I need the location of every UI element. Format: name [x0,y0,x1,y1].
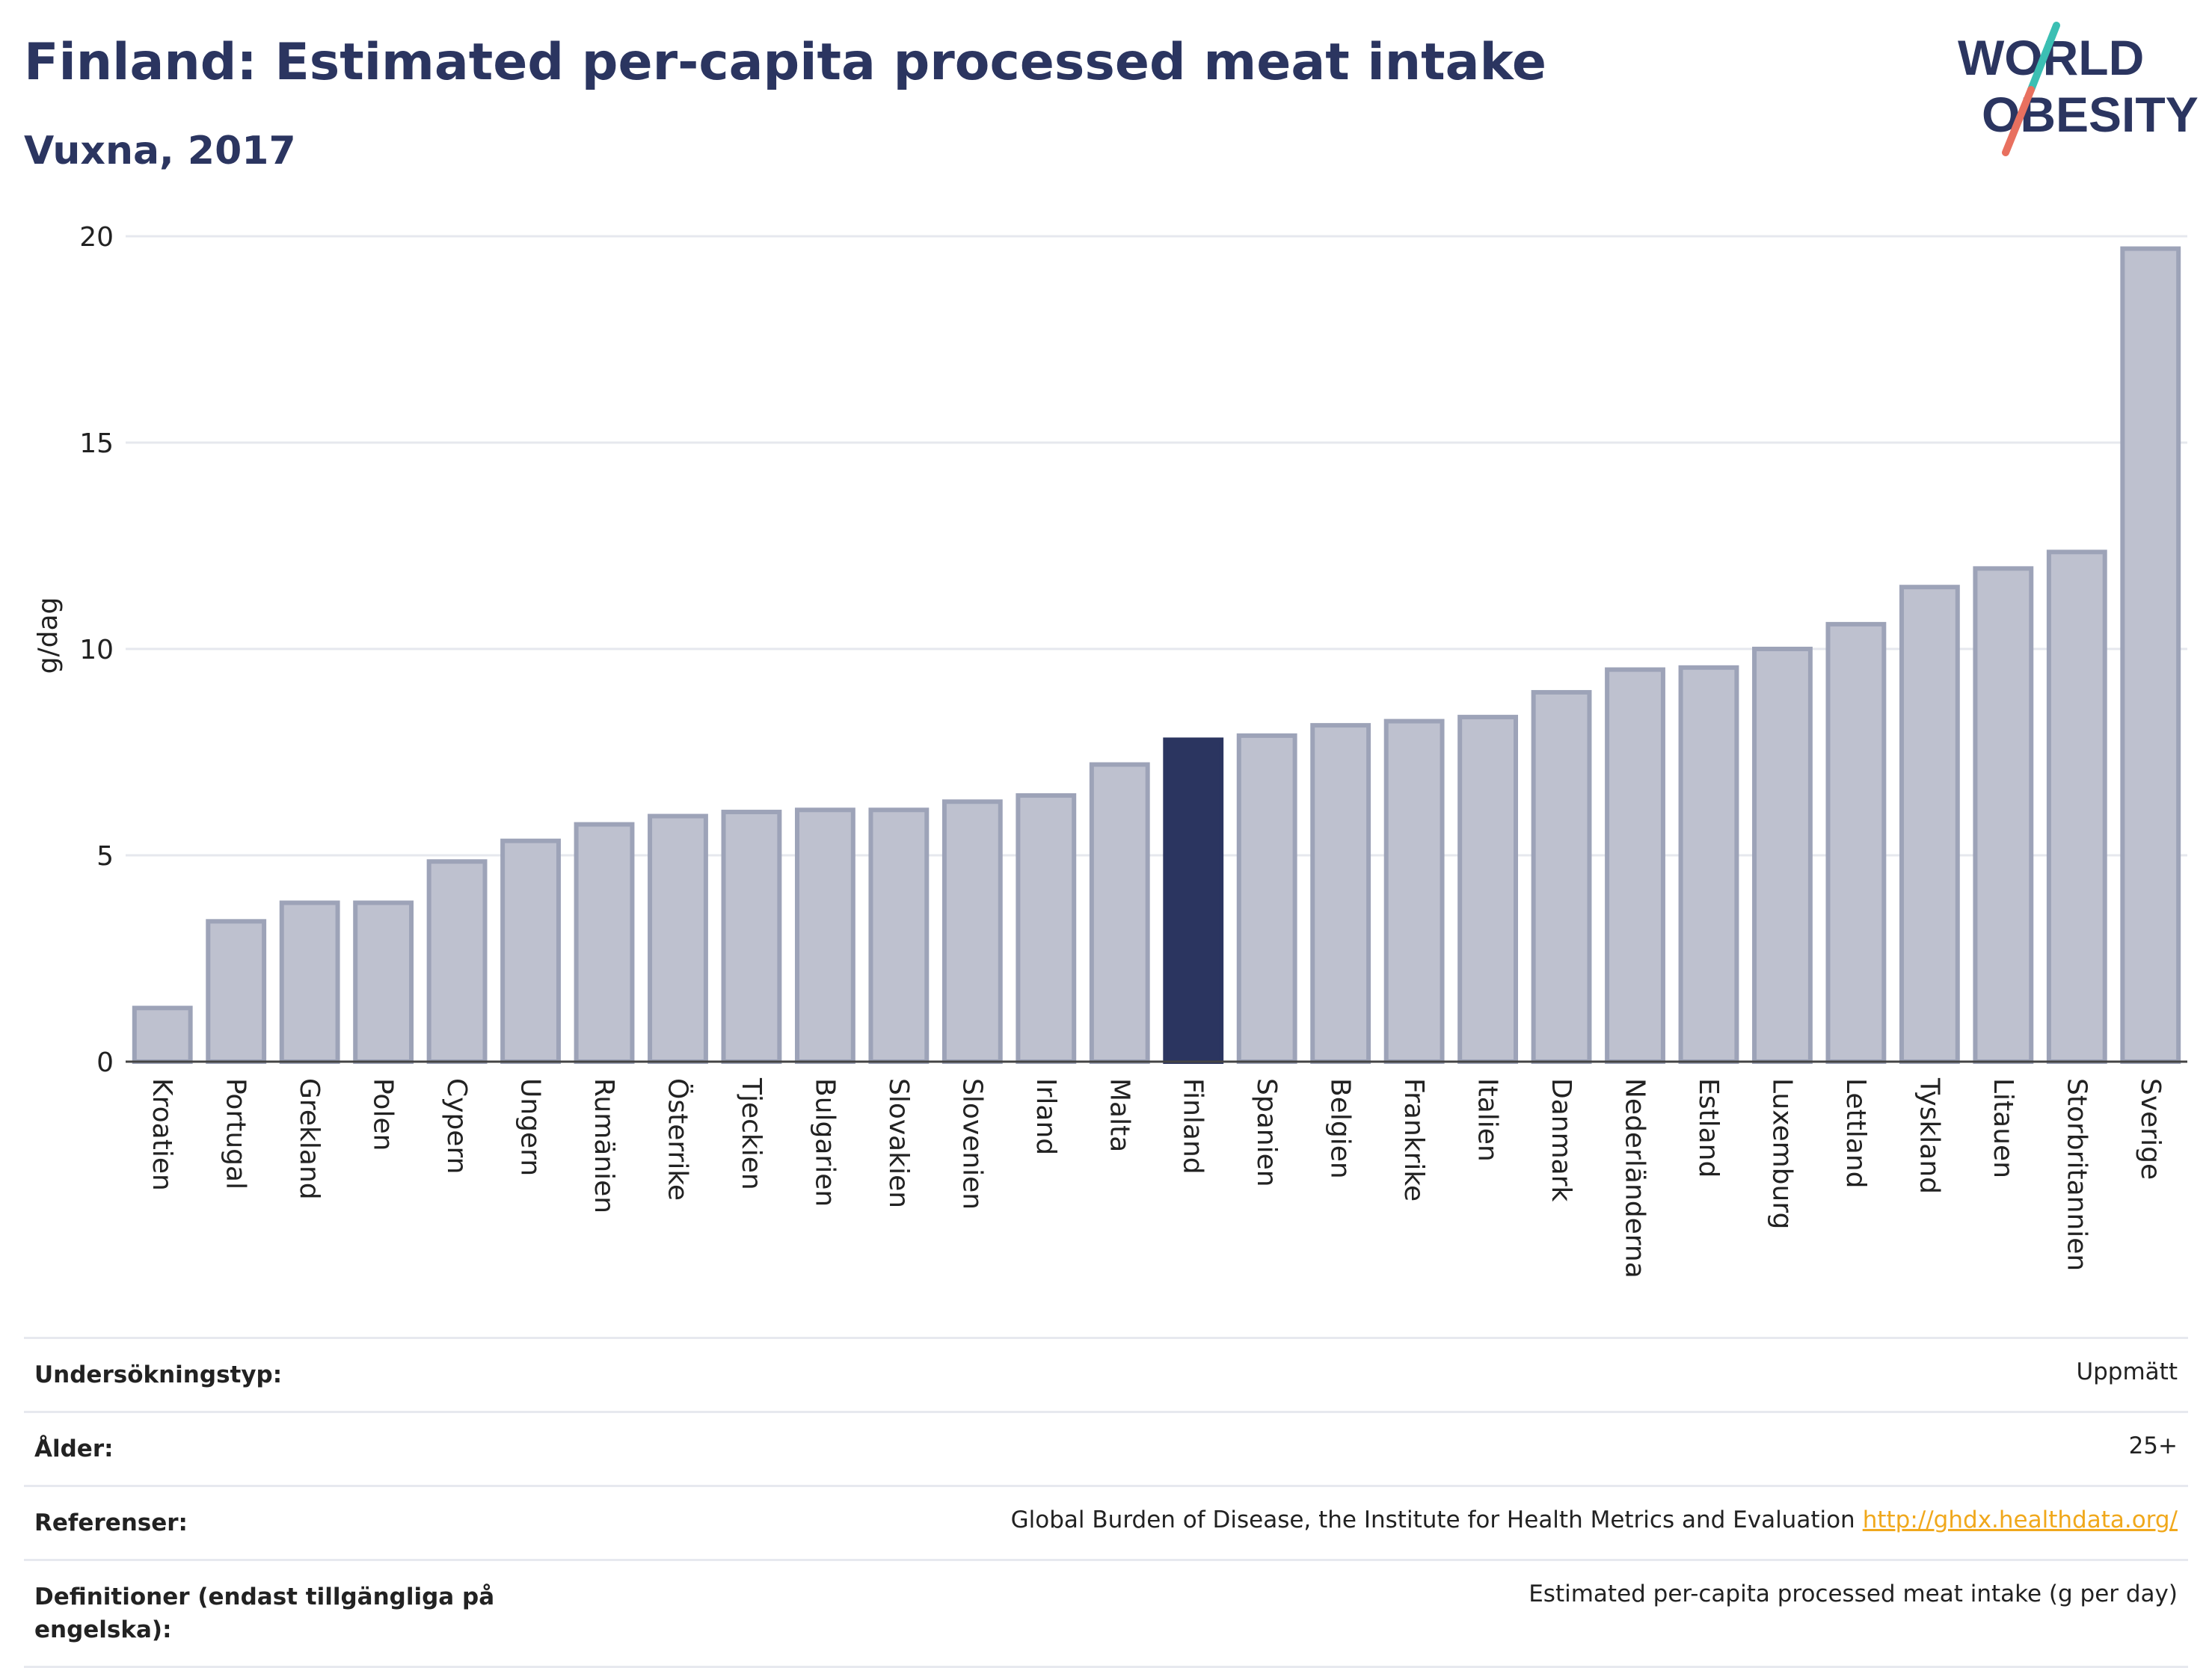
bar-kroatien [132,1006,193,1064]
info-value-text: Uppmätt [2076,1358,2178,1385]
x-tick-label: Slovenien [956,1078,987,1210]
logo-slash-teal [2027,22,2060,93]
x-tick-label: Österrike [662,1078,693,1201]
bar-ungern [500,838,561,1064]
x-tick-label: Estland [1693,1078,1724,1178]
x-tick-label: Malta [1104,1078,1134,1152]
y-tick-label: 20 [79,222,114,253]
bar-litauen [1973,566,2034,1064]
y-tick-label: 5 [96,841,114,872]
info-value: 25+ [538,1412,2188,1486]
bar-rumänien [574,822,635,1064]
logo-slash-coral [2002,86,2035,156]
info-row: Undersökningstyp: Uppmätt [24,1338,2188,1412]
x-tick-label: Ungern [515,1078,546,1176]
bar-frankrike [1383,718,1445,1064]
info-row: Definitioner (endast tillgängliga på eng… [24,1560,2188,1667]
x-tick-label: Danmark [1546,1078,1576,1202]
x-tick-label: Litauen [1988,1078,2018,1178]
chart-subtitle: Vuxna, 2017 [24,129,296,173]
bar-luxemburg [1752,647,1813,1064]
y-tick-label: 15 [79,428,114,459]
x-tick-label: Luxemburg [1766,1078,1797,1229]
reference-link[interactable]: http://ghdx.healthdata.org/ [1862,1507,2178,1533]
info-row: Referenser: Global Burden of Disease, the… [24,1486,2188,1560]
x-tick-label: Sverige [2135,1078,2166,1180]
info-value-text: 25+ [2128,1432,2178,1459]
y-tick-label: 0 [96,1047,114,1078]
x-tick-label: Kroatien [147,1078,177,1191]
x-tick-label: Finland [1178,1078,1208,1175]
info-key: Undersökningstyp: [34,1361,283,1388]
x-tick-label: Portugal [221,1078,251,1190]
bar-belgien [1310,723,1371,1064]
bar-slovenien [941,799,1003,1064]
x-tick-label: Slovakien [883,1078,914,1208]
bar-storbritannien [2046,550,2107,1064]
x-tick-label: Frankrike [1398,1078,1429,1201]
bar-österrike [648,813,708,1064]
bar-nederländerna [1605,667,1665,1064]
info-key: Definitioner (endast tillgängliga på eng… [34,1584,495,1643]
info-row: Ålder: 25+ [24,1412,2188,1486]
y-axis-label: g/dag [33,597,64,674]
bar-irland [1016,793,1077,1065]
info-value: Estimated per-capita processed meat inta… [538,1560,2188,1667]
x-tick-label: Rumänien [589,1078,619,1213]
x-tick-label: Tyskland [1914,1077,1944,1194]
y-tick-label: 10 [79,635,114,665]
info-value: Uppmätt [538,1338,2188,1412]
x-tick-label: Polen [368,1078,399,1151]
info-key: Ålder: [34,1435,114,1462]
bar-grekland [279,900,340,1064]
axis-layer: 0 5 10 15 20 Kroatien Portugal Grekland Polen Cyp… [79,222,2187,1278]
x-tick-label: Tjeckien [736,1077,766,1190]
bar-tjeckien [721,810,782,1064]
x-tick-label: Cypern [441,1078,472,1174]
bars-layer [132,246,2181,1065]
bar-estland [1678,665,1739,1064]
bar-tyskland [1899,585,1960,1064]
x-tick-label: Irland [1030,1078,1061,1155]
bar-bulgarien [794,807,855,1065]
x-tick-label: Spanien [1251,1078,1282,1187]
bar-malta [1089,762,1150,1064]
bar-chart: 0 5 10 15 20 Kroatien Portugal Grekland Polen Cyp… [33,222,2187,1278]
chart-title: Finland: Estimated per-capita processed … [24,33,1547,92]
x-tick-label: Bulgarien [809,1078,840,1207]
x-tick-label: Belgien [1325,1078,1356,1179]
bar-sverige [2120,246,2181,1064]
bar-lettland [1825,621,1887,1064]
bar-cypern [426,859,488,1065]
info-value: Global Burden of Disease, the Institute … [538,1486,2188,1560]
bar-finland [1163,737,1224,1064]
world-obesity-logo: WORLD OBESITY [1958,22,2199,156]
x-tick-label: Lettland [1840,1078,1871,1189]
info-table: Undersökningstyp: Uppmätt Ålder: 25+ Referen… [24,1337,2188,1668]
bar-polen [353,900,414,1064]
info-key: Referenser: [34,1509,188,1536]
x-tick-label: Storbritannien [2061,1078,2092,1271]
bar-danmark [1531,689,1592,1065]
info-value-text: Estimated per-capita processed meat inta… [1529,1581,2178,1607]
x-tick-label: Nederländerna [1620,1078,1650,1278]
bar-spanien [1236,733,1297,1064]
bar-slovakien [868,807,930,1065]
info-value-text: Global Burden of Disease, the Institute … [1010,1507,1855,1533]
x-tick-label: Italien [1472,1078,1503,1162]
bar-italien [1457,715,1519,1065]
bar-portugal [206,919,267,1064]
x-tick-label: Grekland [294,1078,325,1200]
